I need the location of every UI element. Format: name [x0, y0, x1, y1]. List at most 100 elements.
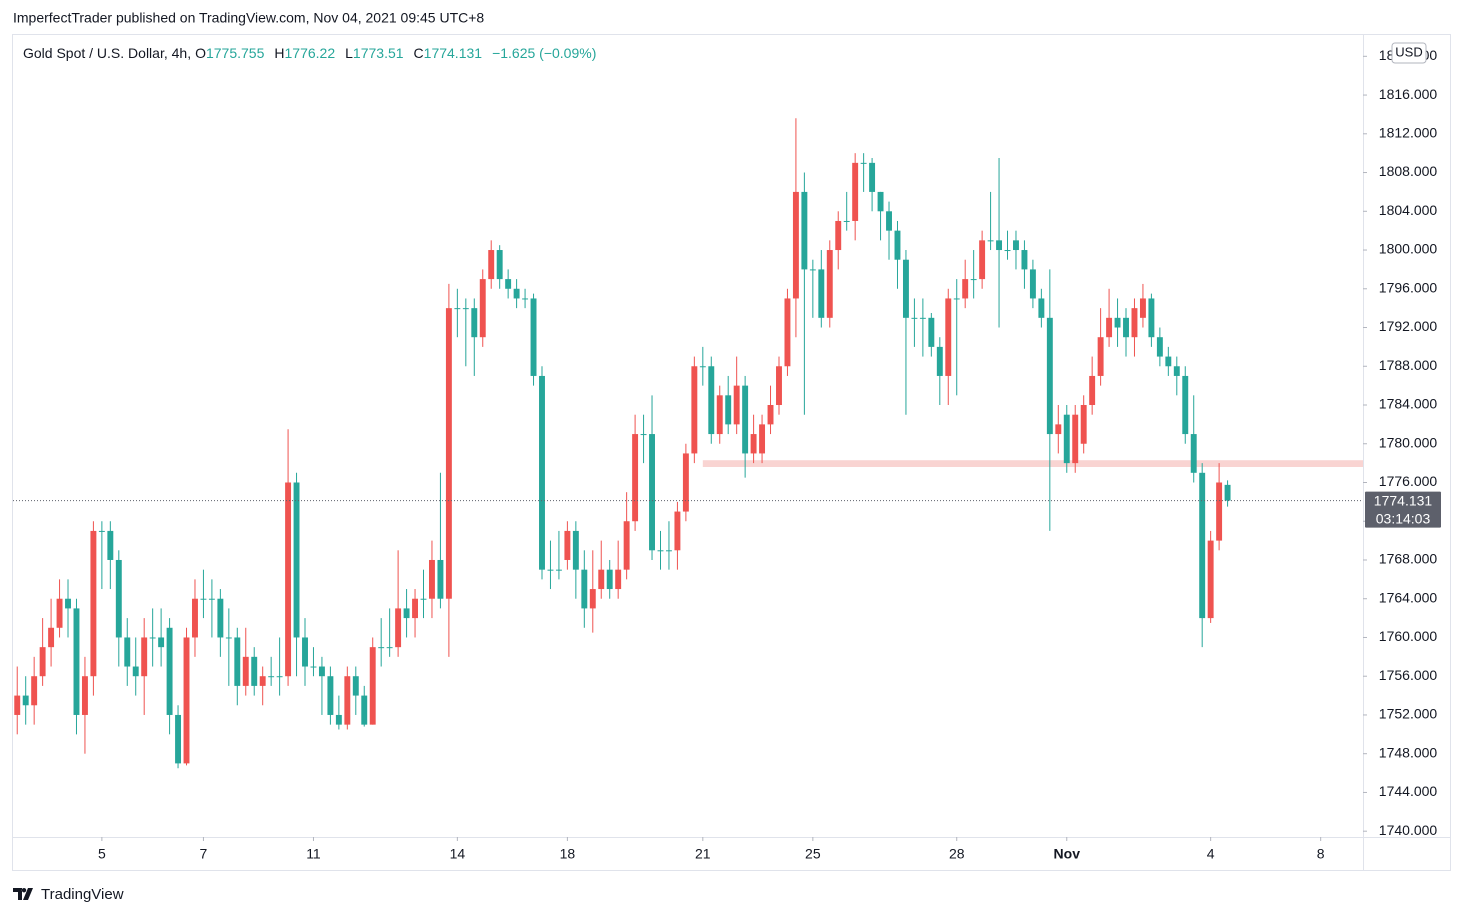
y-tick-label: 1764.000 [1379, 589, 1438, 605]
candle-body [166, 627, 173, 715]
candle-body [809, 269, 816, 271]
candle-body [1080, 405, 1087, 444]
candle-body [826, 250, 833, 318]
candle-body [953, 298, 960, 300]
x-tick-label: 11 [306, 846, 321, 862]
candle-body [936, 346, 943, 376]
candle-body [1139, 298, 1146, 318]
ohlc-prefix: L [345, 45, 353, 61]
candle-body [276, 676, 283, 678]
candle-body [141, 637, 148, 677]
candle-body [869, 162, 876, 192]
candle-body [564, 530, 571, 560]
candle-body [369, 647, 376, 725]
candle-body [759, 424, 766, 454]
candle-body [1106, 317, 1113, 338]
candle-body [192, 598, 198, 638]
x-tick-label: 5 [98, 846, 106, 862]
candle-body [149, 637, 156, 639]
candle-body [22, 695, 29, 706]
y-tick-label: 1780.000 [1379, 434, 1438, 450]
candle-body [716, 395, 723, 435]
y-tick-label: 1788.000 [1379, 357, 1438, 373]
candle-body [471, 308, 478, 338]
candle-body [513, 288, 520, 299]
candle-body [403, 608, 410, 619]
ohlc-value: 1775.755 [206, 45, 265, 61]
ohlc-prefix: O [195, 45, 206, 61]
candle-body [649, 434, 655, 551]
x-tick-label: 4 [1207, 846, 1215, 862]
candle-body [175, 714, 182, 764]
currency: USD [1395, 44, 1422, 59]
candle-body [1114, 317, 1121, 328]
candle-body [623, 521, 630, 570]
legend-header: Gold Spot / U.S. Dollar, 4h, O1775.755 H17… [23, 45, 596, 61]
candle-body [462, 308, 469, 310]
candle-body [327, 676, 334, 715]
y-tick-label: 1784.000 [1379, 396, 1438, 412]
candle-body [14, 695, 21, 715]
y-tick-label: 1816.000 [1379, 86, 1438, 102]
candle-body [361, 695, 368, 725]
candle-body [962, 279, 969, 299]
candle-body [39, 647, 46, 677]
candle-body [640, 434, 647, 436]
candle-body [987, 240, 994, 242]
candle-body [225, 637, 232, 639]
candle-body [429, 559, 435, 599]
candle-body [911, 317, 918, 319]
currency-badge [1391, 42, 1427, 64]
x-tick-label: 21 [695, 846, 711, 862]
x-tick-label: 25 [805, 846, 821, 862]
candle-body [657, 550, 664, 552]
candle-body [547, 569, 554, 571]
y-tick-label: 1768.000 [1379, 551, 1438, 567]
candle-body [1190, 434, 1197, 473]
y-tick-label: 1796.000 [1379, 279, 1438, 295]
candle-body [496, 250, 503, 280]
candle-body [234, 637, 241, 686]
x-tick-label: 8 [1317, 846, 1325, 862]
candle-body [98, 530, 105, 532]
x-tick-label: 18 [560, 846, 576, 862]
candle-body [860, 162, 867, 164]
candle-body [894, 230, 901, 260]
candle-body [412, 598, 418, 619]
candle-body [1148, 298, 1155, 338]
byline: ImperfectTrader published on TradingView… [13, 10, 484, 26]
chart-frame [12, 34, 1451, 871]
candle-body [979, 240, 986, 280]
candle-body [1165, 356, 1172, 367]
candle-body [699, 366, 706, 368]
candle-body [352, 676, 359, 696]
candle-body [56, 598, 63, 628]
candle-body [852, 162, 859, 221]
candle-body [1199, 472, 1206, 619]
y-tick-label: 1740.000 [1379, 822, 1438, 838]
candle-body [1089, 375, 1096, 406]
candle-body [200, 598, 207, 600]
candle-body [945, 298, 952, 376]
candle-body [784, 298, 791, 367]
ohlc-value: 1773.51 [353, 45, 404, 61]
candle-body [589, 589, 596, 609]
candle-body [674, 511, 681, 551]
candle-body [750, 434, 757, 454]
candle-body [572, 530, 579, 570]
candle-body [530, 298, 537, 376]
ohlc-prefix: H [274, 45, 284, 61]
candle-body [158, 637, 165, 648]
candle-body [1063, 414, 1070, 464]
candle-body [606, 569, 613, 590]
ohlc-value: 1774.131 [424, 45, 483, 61]
candle-body [124, 637, 131, 667]
candle-body [818, 269, 825, 318]
countdown: 03:14:03 [1376, 510, 1431, 526]
candle-body [1123, 317, 1129, 338]
candle-body [691, 366, 698, 454]
candle-body [251, 656, 258, 686]
x-tick-label: 7 [200, 846, 208, 862]
candle-body [1004, 250, 1011, 252]
